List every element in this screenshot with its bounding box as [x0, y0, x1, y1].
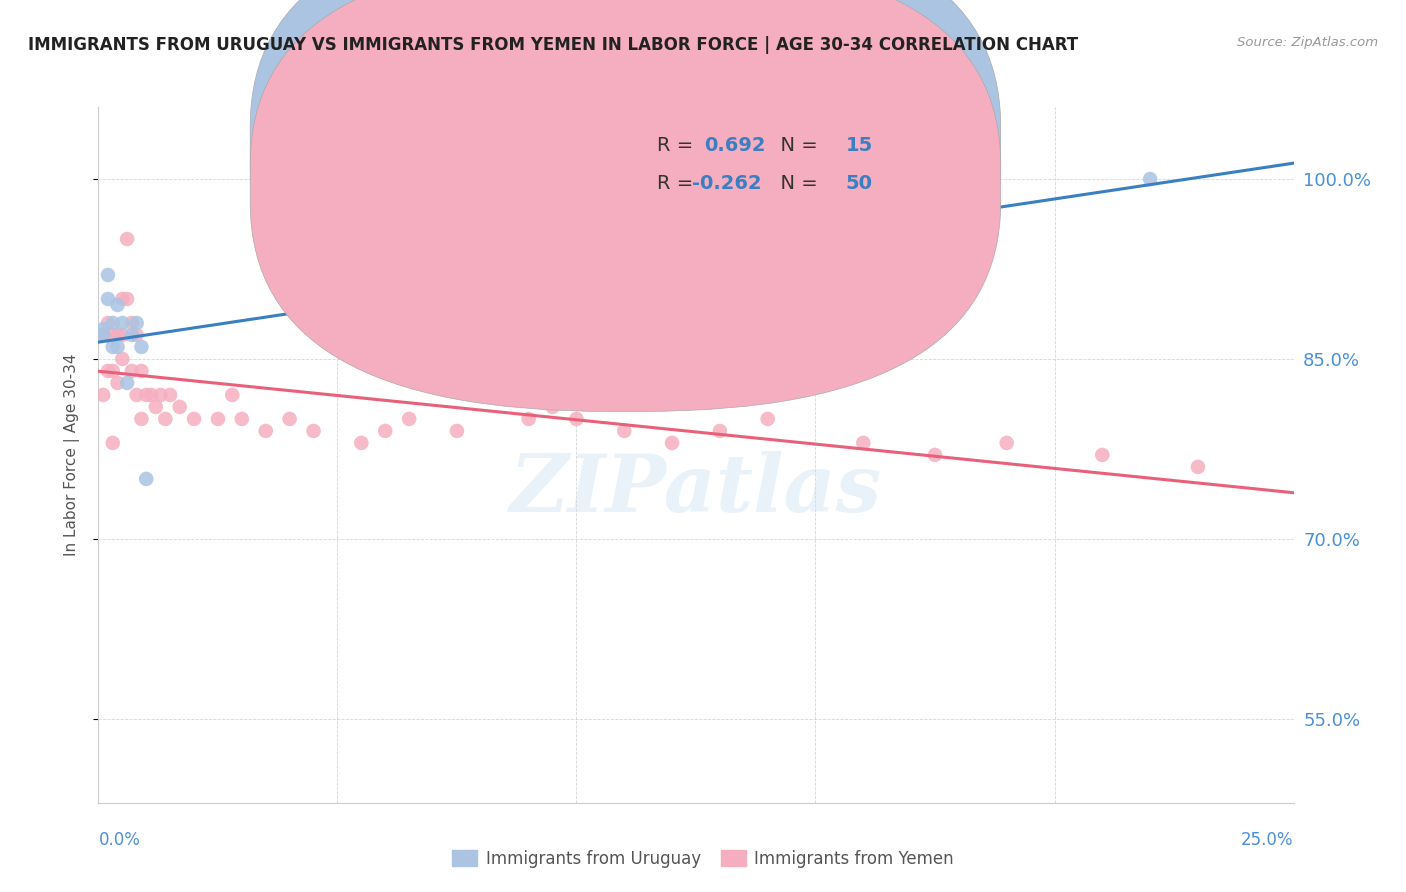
FancyBboxPatch shape — [250, 0, 1001, 411]
Text: IMMIGRANTS FROM URUGUAY VS IMMIGRANTS FROM YEMEN IN LABOR FORCE | AGE 30-34 CORR: IMMIGRANTS FROM URUGUAY VS IMMIGRANTS FR… — [28, 36, 1078, 54]
Point — [101, 340, 124, 354]
Text: R =: R = — [657, 174, 699, 193]
Point — [278, 412, 301, 426]
Point — [121, 328, 143, 343]
Point — [1187, 459, 1209, 474]
Point — [613, 424, 636, 438]
Point — [91, 322, 114, 336]
Point — [111, 316, 134, 330]
Point — [121, 364, 143, 378]
Point — [661, 436, 683, 450]
Point — [107, 328, 129, 343]
Point — [374, 424, 396, 438]
Point — [565, 412, 588, 426]
Point — [541, 400, 564, 414]
Point — [107, 298, 129, 312]
Point — [517, 412, 540, 426]
Point — [97, 268, 120, 282]
Text: ZIPatlas: ZIPatlas — [510, 451, 882, 528]
Point — [115, 376, 138, 390]
Text: N =: N = — [768, 174, 824, 193]
Point — [183, 412, 205, 426]
Text: N =: N = — [768, 136, 824, 155]
Point — [1091, 448, 1114, 462]
Point — [101, 364, 124, 378]
Point — [446, 424, 468, 438]
Text: 0.692: 0.692 — [704, 136, 766, 155]
Text: -0.262: -0.262 — [692, 174, 762, 193]
Point — [155, 412, 177, 426]
Point — [254, 424, 277, 438]
Point — [107, 376, 129, 390]
Point — [207, 412, 229, 426]
Point — [159, 388, 181, 402]
Point — [852, 436, 875, 450]
Point — [135, 472, 157, 486]
Point — [125, 316, 148, 330]
Y-axis label: In Labor Force | Age 30-34: In Labor Force | Age 30-34 — [65, 353, 80, 557]
Point — [97, 364, 120, 378]
Point — [101, 436, 124, 450]
Point — [97, 292, 120, 306]
Point — [115, 232, 138, 246]
Point — [221, 388, 243, 402]
Point — [115, 292, 138, 306]
Text: 15: 15 — [845, 136, 873, 155]
Text: 25.0%: 25.0% — [1241, 830, 1294, 848]
Point — [350, 436, 373, 450]
Point — [995, 436, 1018, 450]
Point — [111, 328, 134, 343]
Point — [131, 340, 153, 354]
Point — [709, 424, 731, 438]
Point — [107, 340, 129, 354]
Point — [302, 424, 325, 438]
Point — [135, 388, 157, 402]
Text: Source: ZipAtlas.com: Source: ZipAtlas.com — [1237, 36, 1378, 49]
Point — [756, 412, 779, 426]
Point — [111, 351, 134, 366]
Point — [131, 364, 153, 378]
Point — [121, 316, 143, 330]
FancyBboxPatch shape — [589, 114, 959, 215]
Point — [131, 412, 153, 426]
Point — [924, 448, 946, 462]
Point — [169, 400, 191, 414]
Point — [149, 388, 172, 402]
Point — [91, 388, 114, 402]
Point — [111, 292, 134, 306]
Text: 50: 50 — [845, 174, 872, 193]
Point — [97, 316, 120, 330]
Legend: Immigrants from Uruguay, Immigrants from Yemen: Immigrants from Uruguay, Immigrants from… — [446, 844, 960, 875]
Point — [145, 400, 167, 414]
Text: 0.0%: 0.0% — [98, 830, 141, 848]
Text: R =: R = — [657, 136, 699, 155]
Point — [398, 412, 420, 426]
FancyBboxPatch shape — [250, 0, 1001, 373]
Point — [125, 388, 148, 402]
Point — [101, 316, 124, 330]
Point — [101, 328, 124, 343]
Point — [231, 412, 253, 426]
Point — [91, 328, 114, 343]
Point — [139, 388, 162, 402]
Point — [1139, 172, 1161, 186]
Point — [91, 328, 114, 343]
Point — [125, 328, 148, 343]
